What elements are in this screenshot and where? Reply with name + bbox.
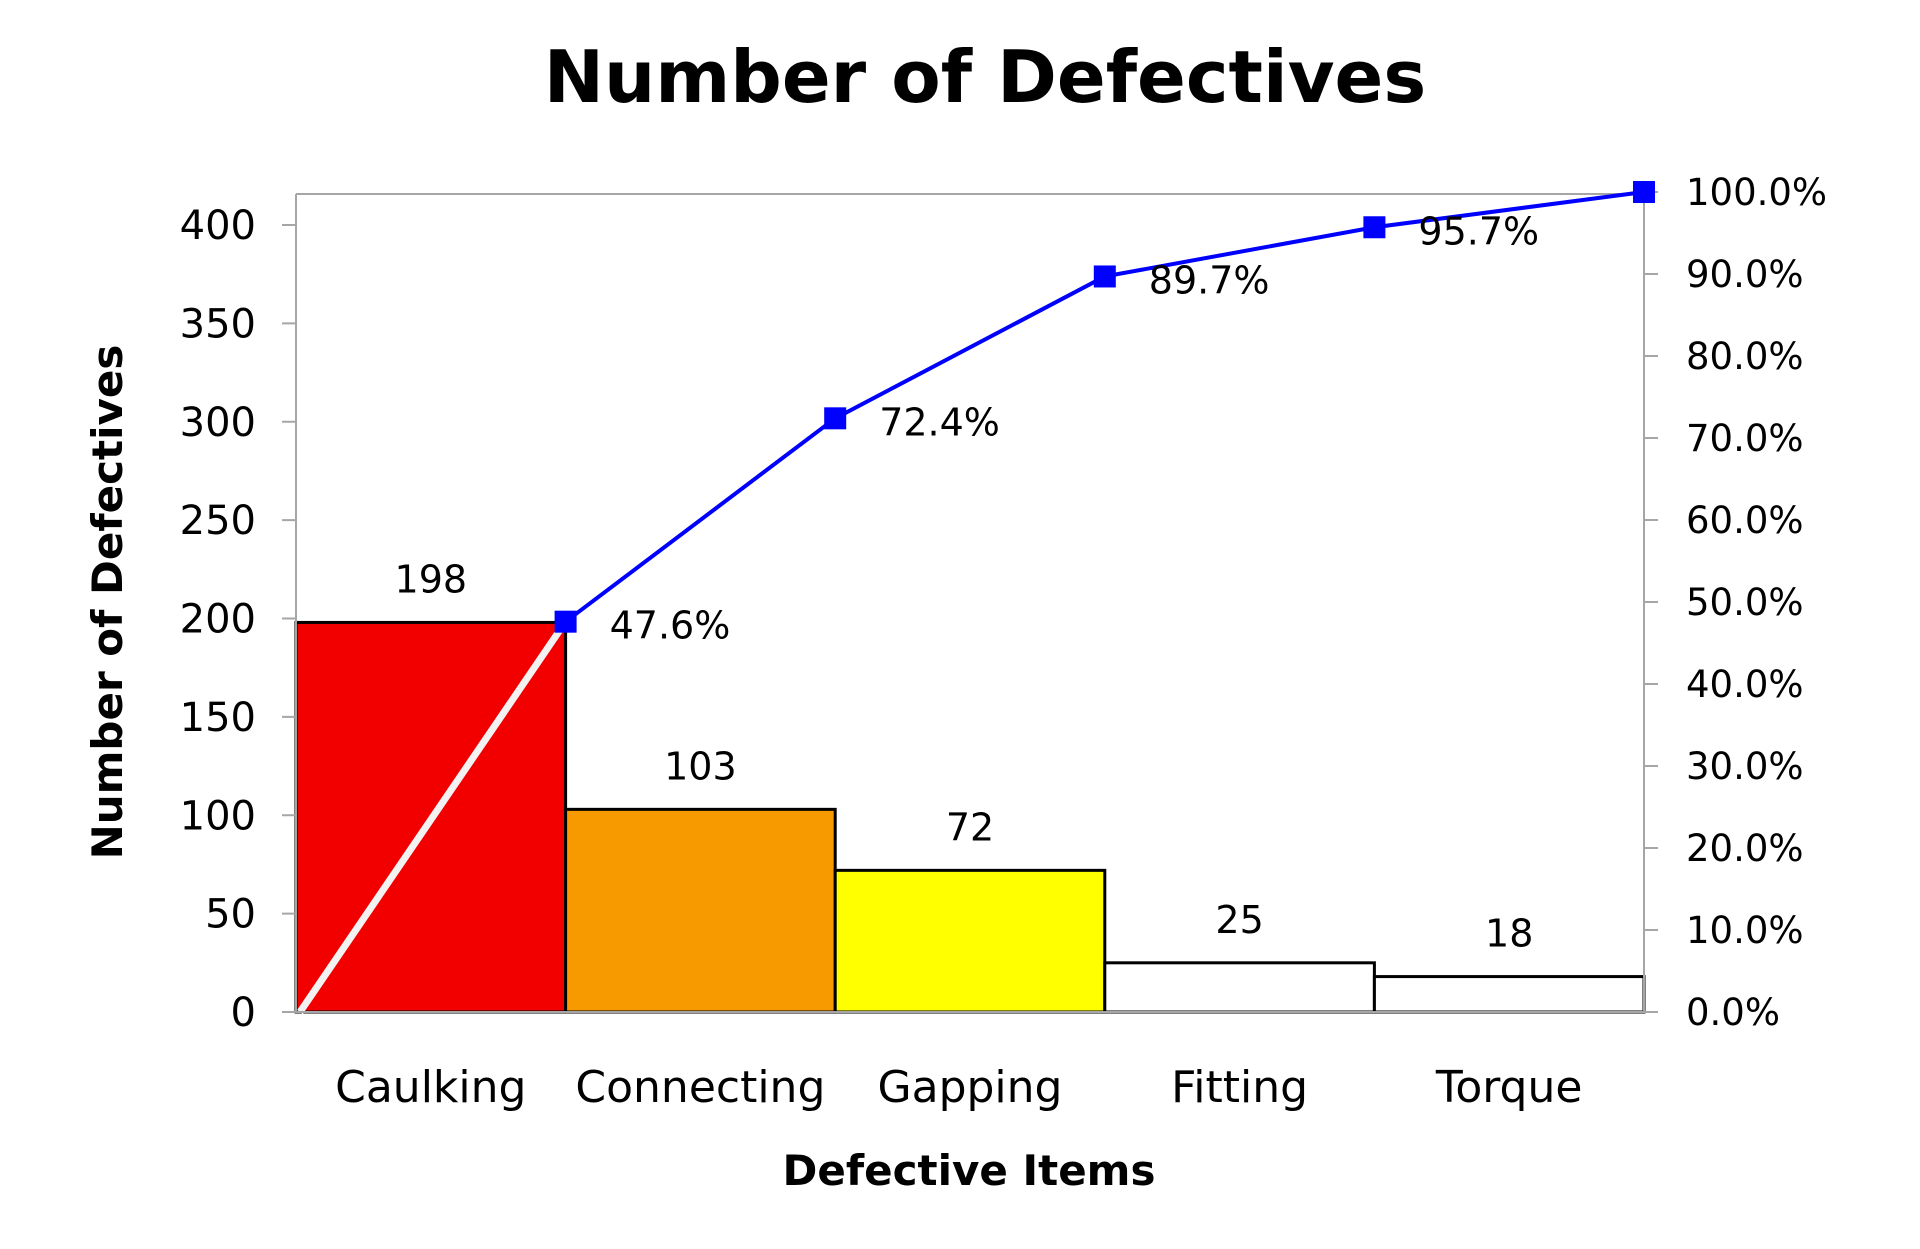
cumulative-marker bbox=[1363, 216, 1386, 239]
bar-value-label: 103 bbox=[664, 744, 737, 788]
y-tick-label: 50 bbox=[205, 892, 256, 938]
y2-tick-label: 20.0% bbox=[1686, 827, 1804, 870]
y-tick-label: 350 bbox=[180, 301, 256, 347]
x-tick-label: Fitting bbox=[1171, 1062, 1308, 1113]
cumulative-percent-label: 47.6% bbox=[610, 604, 731, 648]
cumulative-line-group bbox=[554, 181, 1655, 633]
x-tick-label: Gapping bbox=[878, 1062, 1063, 1113]
cumulative-line bbox=[564, 190, 1645, 624]
y2-tick-label: 60.0% bbox=[1686, 499, 1804, 542]
bar-torque bbox=[1372, 975, 1646, 1014]
y2-tick-label: 80.0% bbox=[1686, 335, 1804, 378]
y-tick-label: 300 bbox=[180, 400, 256, 446]
cumulative-percent-label: 95.7% bbox=[1418, 209, 1539, 253]
y-tick-label: 400 bbox=[180, 203, 256, 249]
y-tick-label: 0 bbox=[231, 990, 256, 1036]
cumulative-marker bbox=[1093, 265, 1116, 288]
bar-value-label: 18 bbox=[1485, 912, 1533, 956]
y2-tick-label: 50.0% bbox=[1686, 581, 1804, 624]
y2-tick-label: 10.0% bbox=[1686, 909, 1804, 952]
axes-group: 0 50 100 150 200 250 300 350 400 0.0% 10.0% 20.0% 30… bbox=[180, 171, 1827, 1113]
y2-tick-label: 40.0% bbox=[1686, 663, 1804, 706]
x-tick-label: Torque bbox=[1435, 1062, 1583, 1113]
bar-value-label: 198 bbox=[395, 557, 468, 601]
bar-connecting bbox=[564, 807, 837, 1014]
cumulative-percent-label: 89.7% bbox=[1149, 258, 1270, 302]
bar-fitting bbox=[1103, 961, 1376, 1014]
x-tick-label: Connecting bbox=[575, 1062, 825, 1113]
x-tick-label: Caulking bbox=[335, 1062, 526, 1113]
bar-value-label: 25 bbox=[1215, 898, 1263, 942]
y2-tick-label: 30.0% bbox=[1686, 745, 1804, 788]
chart-title: Number of Defectives bbox=[544, 35, 1427, 119]
y2-tick-label: 70.0% bbox=[1686, 417, 1804, 460]
cumulative-percent-label: 72.4% bbox=[879, 400, 1000, 444]
y2-tick-label: 0.0% bbox=[1686, 991, 1780, 1034]
origin-diagonal-line bbox=[297, 619, 569, 1014]
y-tick-label: 100 bbox=[180, 793, 256, 839]
y-tick-label: 250 bbox=[180, 498, 256, 544]
y2-tick-label: 90.0% bbox=[1686, 253, 1804, 296]
bar-value-label: 72 bbox=[946, 805, 994, 849]
diagonal-group bbox=[297, 619, 569, 1014]
cumulative-marker bbox=[1633, 181, 1655, 203]
y2-tick-label: 100.0% bbox=[1686, 171, 1827, 214]
y-tick-label: 150 bbox=[180, 695, 256, 741]
cumulative-marker bbox=[554, 610, 577, 633]
bar-gapping bbox=[833, 868, 1107, 1014]
labels-group: 198 103 72 25 18 47.6% 72.4% 89.7% 95.7% bbox=[395, 209, 1540, 955]
y-tick-label: 200 bbox=[180, 597, 256, 643]
y-axis-title: Number of Defectives bbox=[83, 345, 132, 860]
x-axis-title: Defective Items bbox=[783, 1146, 1156, 1195]
cumulative-marker bbox=[824, 407, 847, 430]
